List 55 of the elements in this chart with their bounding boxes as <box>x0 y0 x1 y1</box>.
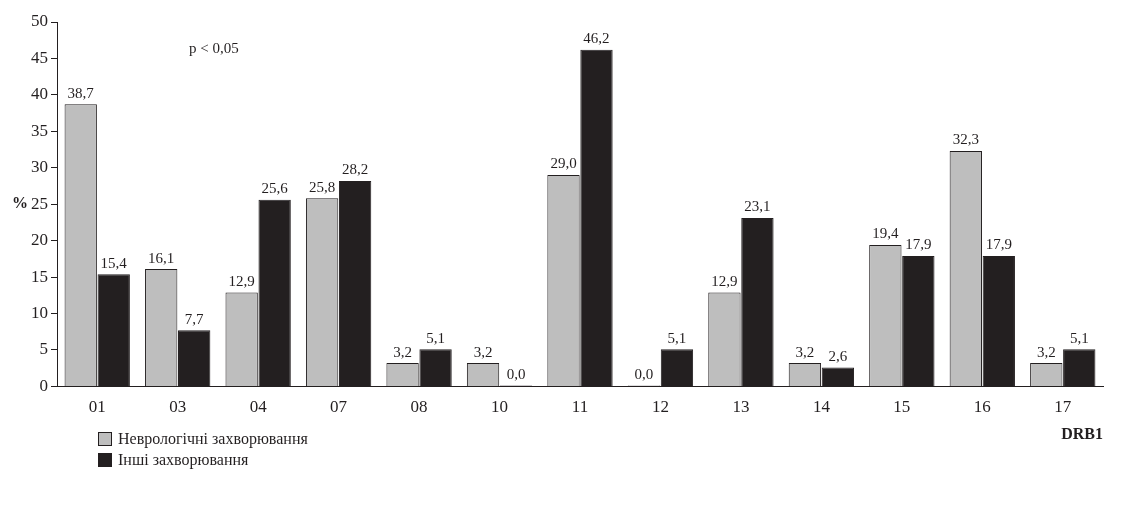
y-tick-label: 45 <box>31 47 48 67</box>
data-label: 7,7 <box>184 310 205 327</box>
x-tick-label: 07 <box>330 397 348 417</box>
data-label: 16,1 <box>148 249 175 266</box>
data-label: 29,0 <box>550 155 577 172</box>
data-label: 19,4 <box>872 225 899 242</box>
y-tick-label: 0 <box>39 375 48 395</box>
x-axis-title: DRB1 <box>1061 424 1103 442</box>
x-tick-label: 12 <box>651 397 669 417</box>
data-label: 12,9 <box>711 272 738 289</box>
y-tick-label: 15 <box>31 266 48 286</box>
x-tick-label: 03 <box>169 397 187 417</box>
data-label: 23,1 <box>744 198 771 215</box>
annotation: p < 0,05 <box>189 40 239 57</box>
y-tick-label: 35 <box>31 120 48 140</box>
y-tick-label: 40 <box>31 84 48 104</box>
y-tick-label: 30 <box>31 157 48 177</box>
x-tick-label: 16 <box>973 397 991 417</box>
y-tick-label: 50 <box>31 11 48 31</box>
data-label: 3,2 <box>393 343 412 360</box>
data-label: 46,2 <box>583 30 610 47</box>
data-label: 38,7 <box>67 84 95 101</box>
data-label: 12,9 <box>228 272 255 289</box>
data-label: 17,9 <box>905 236 932 253</box>
legend-label: Неврологічні захворювання <box>118 429 308 448</box>
data-label: 5,1 <box>1069 329 1089 346</box>
x-tick-label: 10 <box>491 397 509 417</box>
y-tick-label: 10 <box>31 302 48 322</box>
data-label: 3,2 <box>473 343 493 360</box>
x-tick-label: 17 <box>1054 397 1072 417</box>
data-label: 0,0 <box>634 365 654 382</box>
y-axis-title: % <box>12 194 28 212</box>
y-tick-label: 25 <box>31 193 48 213</box>
data-label: 3,2 <box>795 343 815 360</box>
x-tick-label: 13 <box>732 397 750 417</box>
data-label: 3,2 <box>1036 343 1056 360</box>
data-label: 28,2 <box>341 161 369 178</box>
data-label: 2,6 <box>828 347 848 364</box>
x-tick-label: 14 <box>812 397 831 417</box>
legend-label: Інші захворювання <box>118 450 249 469</box>
data-label: 15,4 <box>100 254 128 271</box>
x-tick-label: 08 <box>410 397 428 417</box>
data-label: 17,9 <box>985 236 1012 253</box>
data-label: 0,0 <box>506 365 526 382</box>
x-tick-label: 04 <box>249 397 268 417</box>
data-label: 25,6 <box>261 180 289 197</box>
data-label: 32,3 <box>952 131 979 148</box>
x-tick-label: 01 <box>88 397 106 417</box>
x-tick-label: 15 <box>893 397 911 417</box>
y-tick-label: 20 <box>31 230 48 250</box>
data-label: 5,1 <box>667 329 687 346</box>
data-label: 5,1 <box>426 329 445 346</box>
y-tick-label: 5 <box>39 339 48 359</box>
x-tick-label: 11 <box>571 397 589 417</box>
data-label: 25,8 <box>309 178 336 195</box>
